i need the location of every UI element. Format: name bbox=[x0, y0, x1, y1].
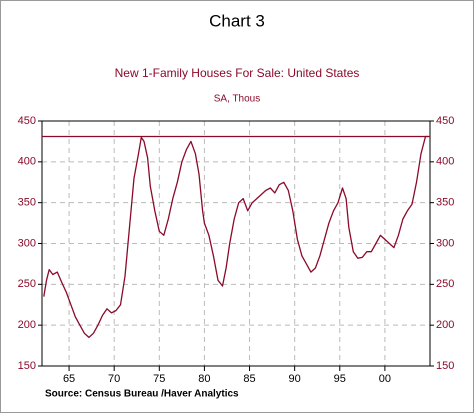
y2-tick-label: 200 bbox=[436, 319, 454, 331]
y-tick-label: 250 bbox=[18, 278, 36, 290]
y-tick-label: 450 bbox=[18, 115, 36, 127]
y-tick-label: 350 bbox=[18, 197, 36, 209]
y-tick-label: 400 bbox=[18, 156, 36, 168]
x-tick-label: 90 bbox=[289, 373, 301, 385]
plot-area bbox=[41, 120, 431, 367]
y-tick-label: 150 bbox=[18, 360, 36, 372]
y2-tick-label: 300 bbox=[436, 237, 454, 249]
series-line bbox=[43, 135, 429, 339]
source: Source: Census Bureau /Haver Analytics bbox=[45, 389, 239, 400]
y2-tick-label: 400 bbox=[436, 156, 454, 168]
y2-tick-label: 350 bbox=[436, 197, 454, 209]
x-tick-label: 75 bbox=[153, 373, 165, 385]
chart-subtitle: New 1-Family Houses For Sale: United Sta… bbox=[115, 66, 360, 80]
y-tick-label: 300 bbox=[18, 237, 36, 249]
y2-tick-label: 150 bbox=[436, 360, 454, 372]
y2-tick-label: 250 bbox=[436, 278, 454, 290]
x-tick-label: 85 bbox=[243, 373, 255, 385]
x-tick-label: 65 bbox=[63, 373, 75, 385]
chart-title: Chart 3 bbox=[209, 11, 265, 30]
x-tick-label: 70 bbox=[108, 373, 120, 385]
x-tick-label: 95 bbox=[334, 373, 346, 385]
x-tick-label: 80 bbox=[198, 373, 210, 385]
units: SA, Thous bbox=[214, 94, 261, 105]
y2-tick-label: 450 bbox=[436, 115, 454, 127]
x-tick-label: 00 bbox=[379, 373, 391, 385]
y-tick-label: 200 bbox=[18, 319, 36, 331]
